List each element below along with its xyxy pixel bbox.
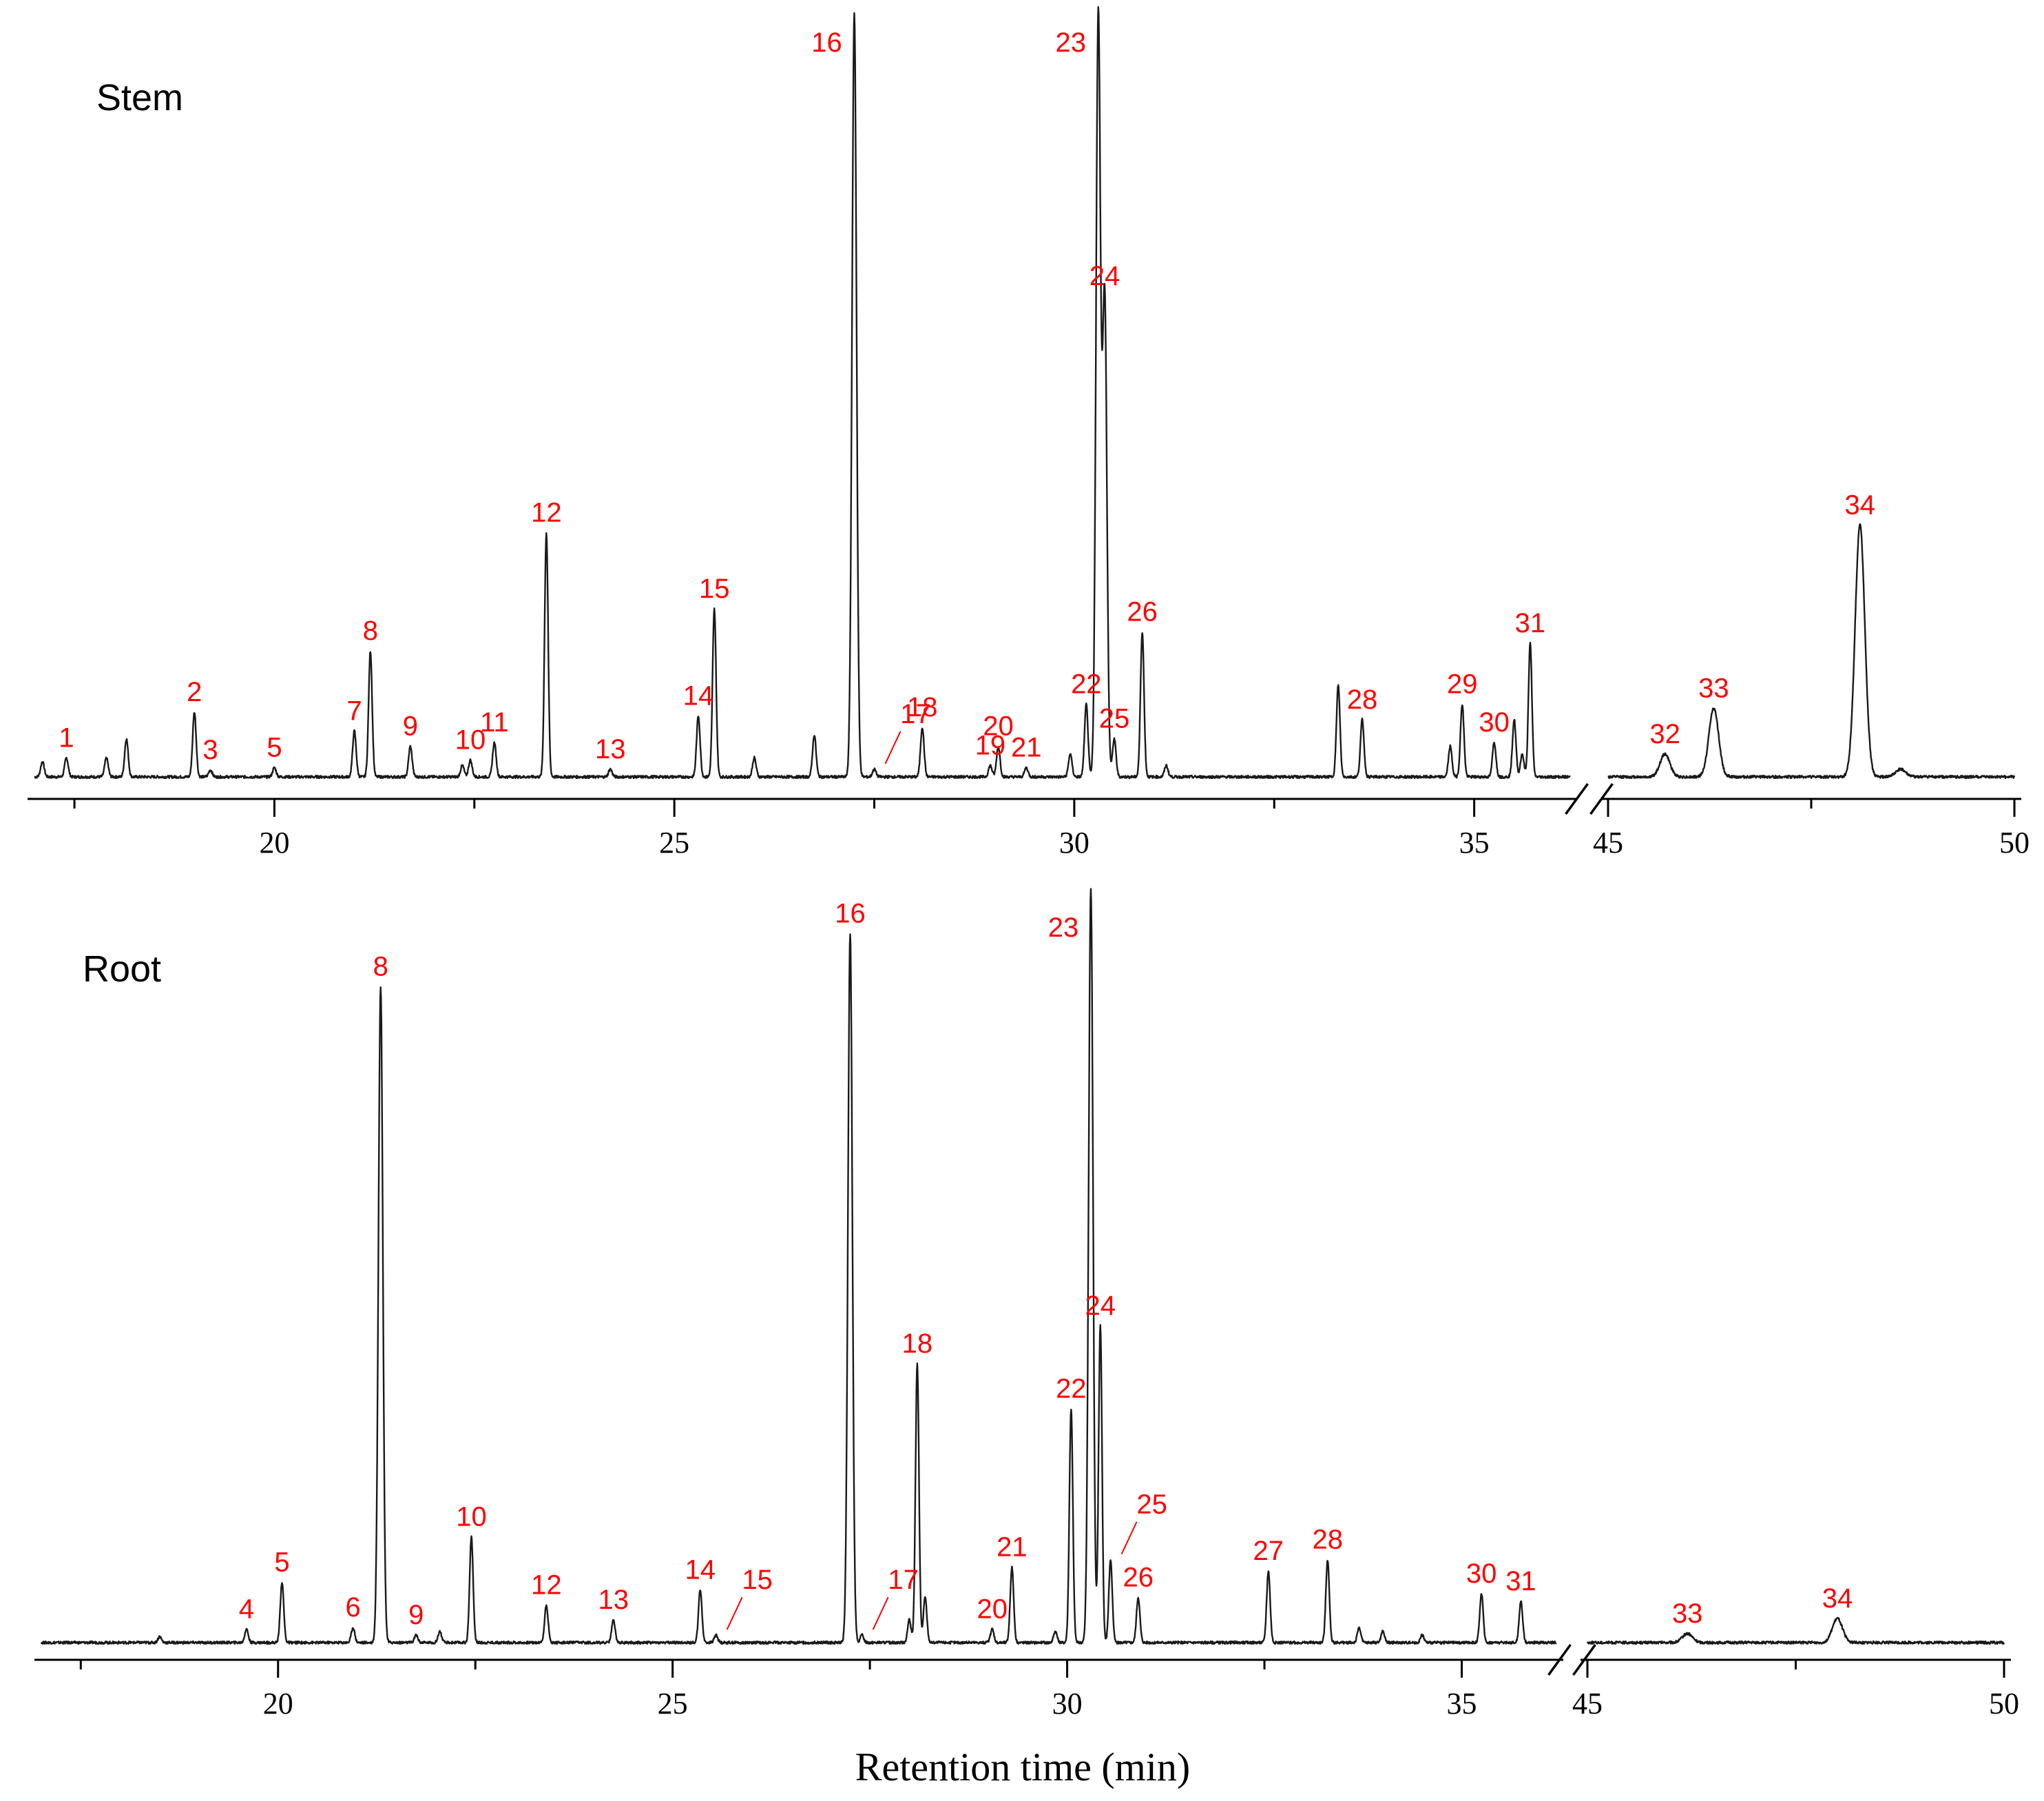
- root-tick-label: 30: [1052, 1687, 1083, 1720]
- stem-peak-label-5: 5: [267, 733, 282, 763]
- stem-tick-label: 30: [1059, 826, 1089, 860]
- stem-peak-label-17: 17: [900, 699, 931, 729]
- root-peak-label-18: 18: [902, 1329, 933, 1359]
- root-peak-label-25: 25: [1136, 1490, 1167, 1520]
- root-peak-label-12: 12: [531, 1570, 562, 1600]
- root-peak-label-26: 26: [1123, 1562, 1154, 1592]
- root-peak-label-5: 5: [274, 1547, 289, 1577]
- stem-peak-label-16: 16: [811, 28, 842, 58]
- stem-peak-label-21: 21: [1011, 733, 1042, 763]
- root-peak-label-16: 16: [835, 899, 866, 929]
- root-signal-trace-segment-0: [40, 888, 1557, 1645]
- stem-tick-label: 45: [1593, 826, 1623, 860]
- root-peak-label-4: 4: [239, 1594, 254, 1624]
- stem-peak-label-2: 2: [187, 677, 202, 707]
- root-peak-leader-line: [726, 1596, 743, 1630]
- stem-tick-label: 25: [659, 826, 689, 860]
- root-peak-label-22: 22: [1056, 1374, 1087, 1404]
- stem-peak-label-29: 29: [1447, 669, 1478, 700]
- root-tick-label: 50: [1989, 1687, 2019, 1720]
- stem-peak-label-10: 10: [455, 725, 486, 756]
- stem-peak-label-32: 32: [1649, 719, 1680, 749]
- root-peak-label-9: 9: [408, 1600, 424, 1630]
- stem-peak-label-26: 26: [1127, 596, 1158, 627]
- stem-peak-label-30: 30: [1479, 707, 1510, 738]
- stem-peak-label-20: 20: [983, 711, 1014, 742]
- stem-peak-label-24: 24: [1089, 261, 1120, 291]
- stem-tick-label: 20: [259, 826, 289, 860]
- stem-tick-label: 35: [1459, 826, 1490, 860]
- stem-signal-trace-segment-0: [34, 6, 1571, 780]
- root-peak-leader-line: [872, 1596, 889, 1630]
- root-tick-label: 35: [1447, 1687, 1477, 1720]
- root-peak-label-33: 33: [1672, 1599, 1703, 1629]
- root-peak-label-21: 21: [997, 1532, 1028, 1563]
- root-peak-label-6: 6: [345, 1592, 360, 1623]
- stem-peak-label-3: 3: [202, 735, 218, 765]
- stem-peak-label-18: 18: [907, 692, 938, 722]
- root-panel-title: Root: [83, 948, 161, 990]
- stem-peak-label-1: 1: [59, 722, 74, 753]
- stem-peak-label-28: 28: [1347, 685, 1378, 715]
- root-peak-label-31: 31: [1505, 1566, 1536, 1596]
- root-tick-label: 25: [658, 1687, 688, 1720]
- stem-peak-label-15: 15: [699, 574, 730, 604]
- stem-peak-label-9: 9: [403, 711, 418, 742]
- stem-axis-break-mark: [1565, 782, 1589, 815]
- root-peak-label-27: 27: [1253, 1536, 1284, 1566]
- stem-peak-label-14: 14: [683, 680, 714, 711]
- root-chromatogram-panel: Root 20 25 30 35 45 50 45 6 8 9 10 12 13 14 15 16 17 18 20…: [34, 888, 2019, 1720]
- x-axis-label: Retention time (min): [855, 1745, 1190, 1789]
- stem-peak-label-23: 23: [1055, 28, 1086, 58]
- stem-signal-trace-segment-1: [1607, 523, 2016, 780]
- root-axis-break-mark: [1547, 1643, 1572, 1676]
- stem-peak-label-8: 8: [363, 616, 378, 646]
- root-peak-label-17: 17: [888, 1565, 919, 1595]
- stem-peak-label-11: 11: [480, 707, 509, 738]
- root-peak-label-24: 24: [1085, 1291, 1116, 1321]
- root-peak-label-34: 34: [1822, 1583, 1853, 1614]
- root-peak-label-20: 20: [977, 1594, 1008, 1624]
- stem-peak-label-13: 13: [595, 734, 626, 764]
- stem-peak-label-19: 19: [975, 730, 1006, 760]
- stem-peak-label-34: 34: [1845, 490, 1876, 520]
- root-peak-label-23: 23: [1048, 913, 1079, 943]
- root-peak-label-8: 8: [373, 951, 388, 981]
- root-peak-label-14: 14: [685, 1554, 716, 1585]
- root-peak-label-10: 10: [456, 1502, 487, 1532]
- stem-peak-label-22: 22: [1071, 669, 1102, 700]
- stem-tick-label: 50: [1999, 826, 2030, 860]
- stem-peak-label-33: 33: [1698, 673, 1729, 703]
- root-peak-label-28: 28: [1312, 1525, 1343, 1555]
- root-peak-leader-line: [1120, 1521, 1138, 1554]
- root-peak-label-13: 13: [598, 1585, 629, 1615]
- root-axis-break-mark: [1572, 1643, 1596, 1676]
- stem-panel-title: Stem: [96, 77, 183, 118]
- root-peak-label-15: 15: [742, 1565, 773, 1595]
- stem-peak-leader-line: [884, 731, 901, 764]
- root-peak-label-30: 30: [1466, 1559, 1497, 1589]
- stem-peak-label-12: 12: [531, 497, 562, 528]
- root-tick-label: 20: [263, 1687, 293, 1720]
- root-signal-trace-segment-1: [1586, 1616, 2005, 1645]
- stem-axis-break-mark: [1589, 782, 1614, 815]
- root-tick-label: 45: [1572, 1687, 1603, 1720]
- stem-peak-label-31: 31: [1515, 608, 1546, 638]
- stem-peak-label-7: 7: [346, 696, 362, 727]
- stem-peak-label-25: 25: [1099, 704, 1130, 734]
